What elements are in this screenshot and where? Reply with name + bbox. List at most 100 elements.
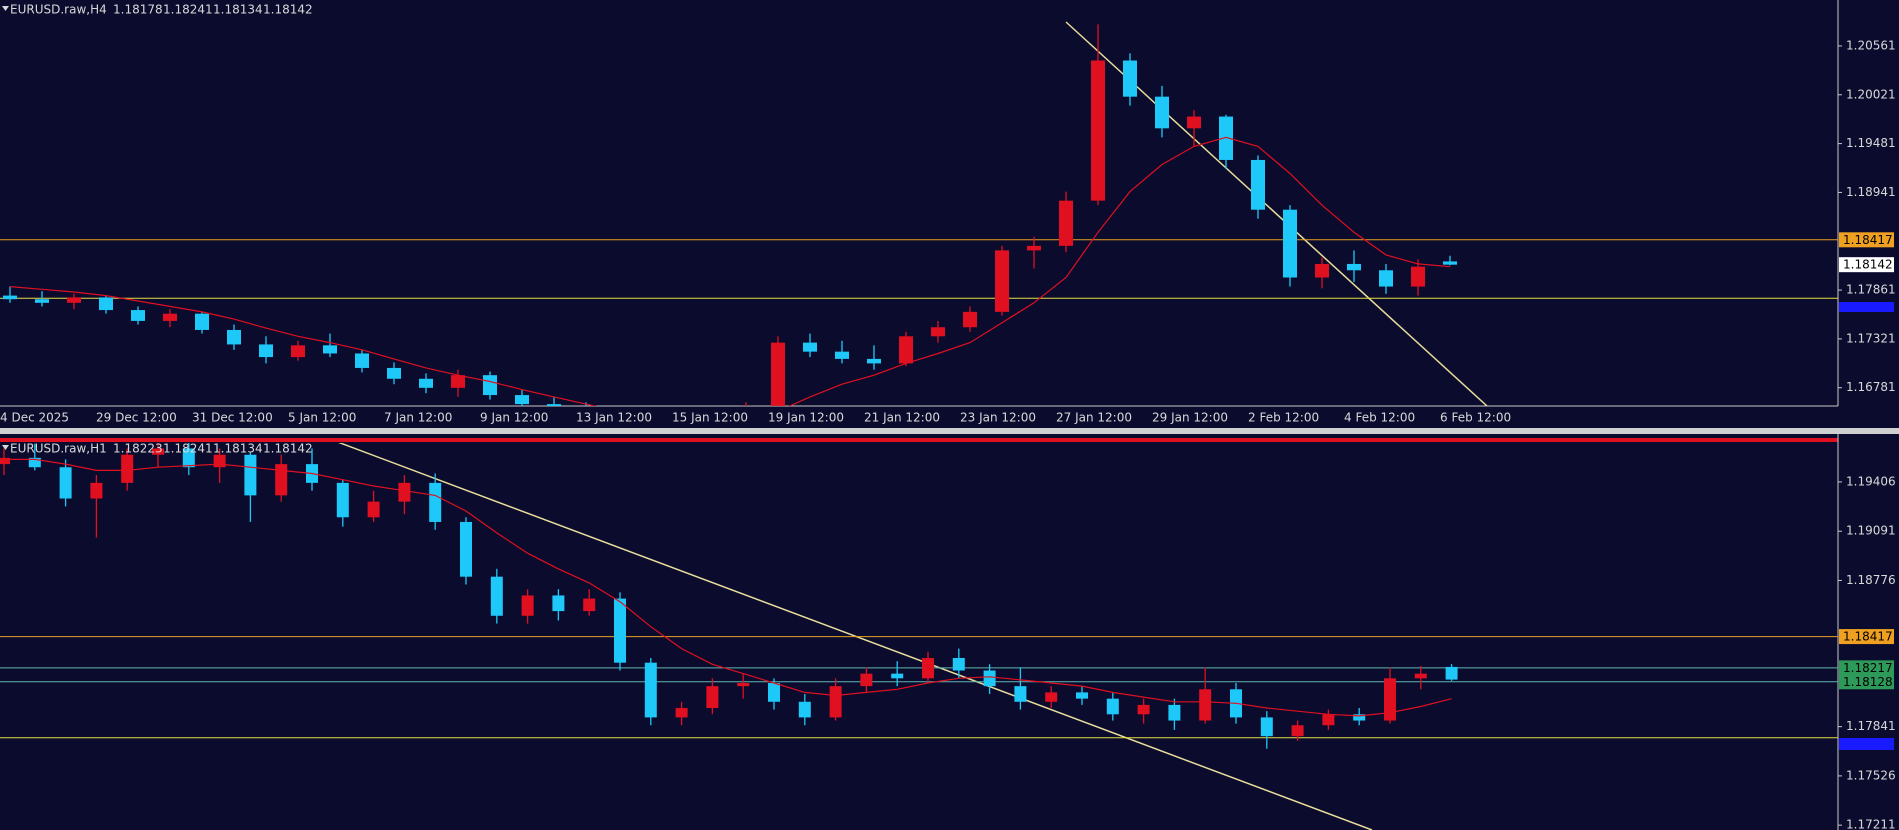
ohlc-value: 1.18241: [163, 442, 213, 456]
candle-body: [28, 457, 41, 468]
y-tick-label: 1.19091: [1846, 524, 1896, 538]
candle-body: [931, 327, 945, 337]
candle-body: [552, 595, 565, 612]
symbol-label: EURUSD.raw,H4: [10, 3, 107, 17]
x-tick-label: 2 Feb 12:00: [1248, 411, 1319, 425]
candle-body: [952, 658, 965, 671]
ohlc-value: 1.18142: [263, 3, 313, 17]
candle-body: [644, 662, 657, 718]
candle-body: [121, 454, 134, 483]
candle-body: [152, 448, 164, 455]
y-tick-label: 1.17841: [1846, 719, 1896, 733]
candle-body: [1283, 209, 1297, 278]
candle-body: [213, 454, 226, 468]
candle-body: [244, 454, 257, 496]
x-tick-label: 27 Jan 12:00: [1056, 411, 1132, 425]
trendline: [338, 443, 1373, 830]
candle-body: [899, 336, 913, 364]
candle-body: [891, 673, 904, 679]
candle-body: [835, 351, 849, 359]
h4-plot: [0, 21, 1838, 406]
candle-body: [1291, 725, 1304, 737]
price-level-label: 1.18417: [1843, 630, 1893, 644]
ohlc-value: 1.18241: [163, 3, 213, 17]
candle-body: [355, 353, 369, 368]
y-tick-label: 1.16781: [1846, 380, 1896, 394]
candle-body: [419, 378, 433, 388]
candle-body: [336, 482, 349, 518]
x-tick-label: 31 Dec 12:00: [192, 411, 273, 425]
x-tick-label: 4 Dec 2025: [0, 411, 69, 425]
y-tick-label: 1.20021: [1846, 87, 1896, 101]
x-tick-label: 7 Jan 12:00: [384, 411, 452, 425]
x-tick-label: 5 Jan 12:00: [288, 411, 356, 425]
y-tick-label: 1.19406: [1846, 474, 1896, 488]
h4-axes: 1.16781 1.17321 1.17861 1.18941 1.19481 1.200…: [0, 3, 1896, 425]
candle-body: [1123, 60, 1137, 97]
last-price-box: [1839, 257, 1894, 273]
ohlc-value: 1.18142: [263, 442, 313, 456]
candle-body: [771, 342, 785, 406]
candle-body: [983, 670, 996, 687]
y-tick-label: 1.18941: [1846, 185, 1896, 199]
candle-body: [768, 683, 780, 702]
symbol-label: EURUSD.raw,H1: [10, 442, 107, 456]
y-tick-label: 1.17526: [1846, 768, 1896, 782]
candle-body: [1106, 698, 1119, 715]
panel-top-stripe: [0, 438, 1838, 442]
candle-body: [227, 329, 241, 345]
candle-body: [182, 448, 195, 468]
candle-body: [583, 598, 596, 612]
candle-body: [1414, 673, 1427, 679]
ohlc-value: 1.18223: [113, 442, 163, 456]
candle-body: [490, 576, 503, 616]
candle-body: [1155, 96, 1169, 129]
x-tick-label: 15 Jan 12:00: [672, 411, 748, 425]
candle-body: [67, 297, 81, 303]
candle-body: [1445, 666, 1458, 680]
level-tag: [1839, 302, 1894, 312]
y-tick-label: 1.19481: [1846, 136, 1896, 150]
candle-body: [867, 358, 881, 364]
candle-body: [675, 708, 688, 718]
x-tick-label: 29 Dec 12:00: [96, 411, 177, 425]
candle-body: [1091, 60, 1105, 201]
candle-body: [291, 345, 305, 358]
candle-body: [59, 467, 72, 499]
candle-body: [860, 673, 873, 687]
h1-plot: [0, 443, 1838, 830]
candle-body: [1251, 159, 1265, 210]
candle-body: [922, 658, 934, 679]
candle-body: [547, 404, 561, 406]
candle-body: [1322, 714, 1335, 726]
price-level-box: [1839, 232, 1894, 248]
x-tick-label: 4 Feb 12:00: [1344, 411, 1415, 425]
candle-body: [1045, 692, 1058, 702]
candle-body: [706, 686, 719, 709]
price-level-label: 1.18217: [1843, 661, 1893, 675]
y-tick-label: 1.17321: [1846, 331, 1896, 345]
level-tag: [1839, 738, 1894, 750]
price-level-box: [1839, 629, 1894, 645]
candle-body: [1353, 714, 1366, 721]
candle-body: [1137, 704, 1150, 715]
candle-body: [35, 299, 49, 303]
candle-body: [0, 457, 10, 465]
y-tick-label: 1.18776: [1846, 573, 1896, 587]
y-tick-label: 1.17861: [1846, 283, 1896, 297]
moving-average: [9, 136, 1451, 406]
candle-body: [963, 311, 977, 328]
candle-body: [460, 521, 472, 577]
candle-body: [195, 313, 209, 330]
x-tick-label: 6 Feb 12:00: [1440, 411, 1511, 425]
candle-body: [323, 345, 337, 354]
candle-body: [995, 250, 1009, 312]
menu-arrow: [2, 445, 9, 450]
candle-body: [1315, 263, 1329, 278]
candle-body: [1379, 270, 1393, 287]
candle-body: [131, 310, 145, 321]
candle-body: [521, 595, 534, 616]
price-level-label: 1.18128: [1843, 675, 1893, 689]
